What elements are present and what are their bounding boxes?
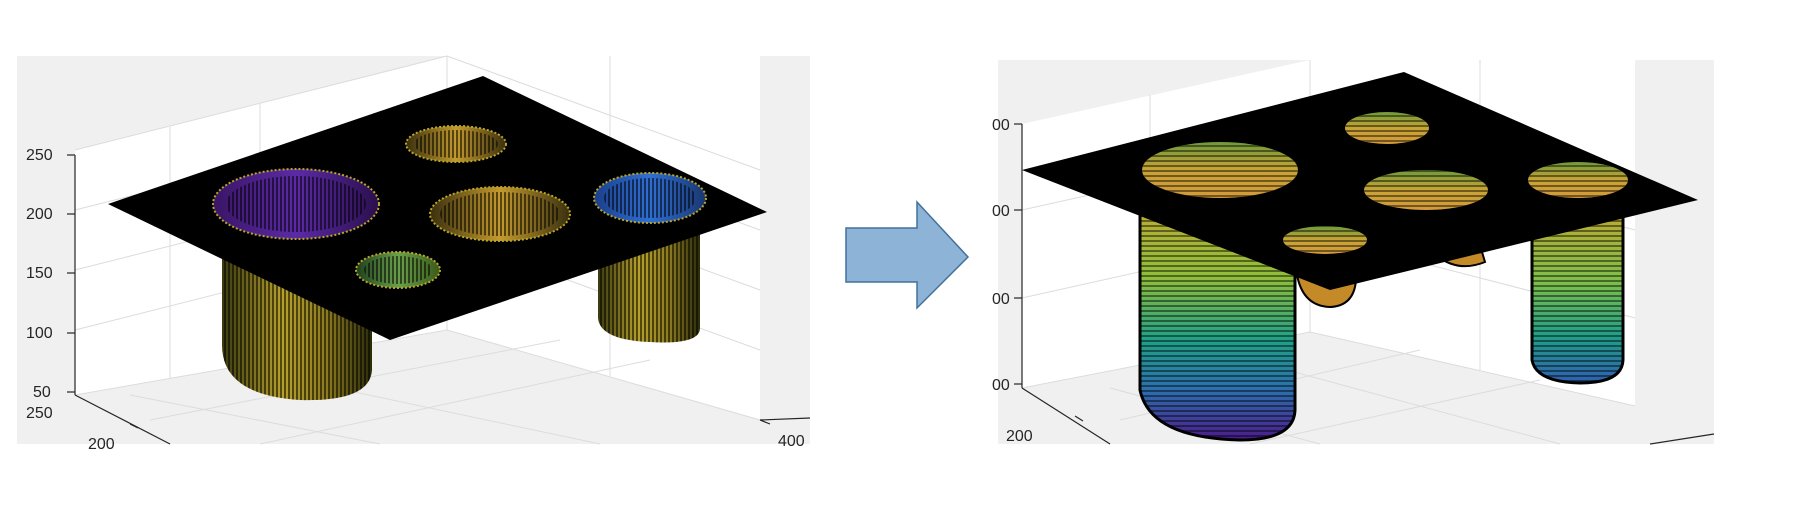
left-hole-center-stripes	[440, 192, 560, 236]
left-y-tick-label: 200	[88, 436, 115, 453]
left-z-tick-marks	[67, 154, 771, 429]
left-z-tick-label: 200	[26, 206, 53, 223]
right-hole-large-stripes	[1142, 142, 1298, 198]
right-y-tick-label: 200	[1006, 428, 1033, 445]
right-hole-center-stripes	[1364, 170, 1488, 210]
right-z-tick-label: 00	[992, 117, 1010, 134]
left-y-axis	[74, 394, 171, 445]
left-x-tick-label: 400	[778, 433, 805, 450]
right-hole-top-stripes	[1345, 112, 1429, 144]
right-well-right-stripes	[1532, 200, 1623, 383]
left-surface-holes	[212, 125, 707, 289]
right-panel: 00 00 00 00 200	[992, 60, 1715, 445]
left-z-tick-label: 50	[33, 384, 51, 401]
left-z-tick-label: 150	[26, 265, 53, 282]
right-z-tick-label: 00	[992, 203, 1010, 220]
right-y-axis	[1021, 387, 1111, 445]
left-y-tick-labels: 250 200	[26, 405, 115, 453]
left-z-tick-label: 100	[26, 325, 53, 342]
right-hole-right-stripes	[1528, 162, 1628, 198]
left-hole-blue-stripes	[604, 178, 696, 218]
left-z-tick-label: 250	[26, 147, 53, 164]
right-z-tick-labels: 00 00 00 00	[992, 117, 1010, 394]
right-surface-plate	[1022, 72, 1698, 290]
left-x-axis	[759, 417, 811, 421]
left-hole-purple-stripes	[226, 176, 366, 232]
right-z-tick-label: 00	[992, 377, 1010, 394]
right-hole-small-stripes	[1283, 226, 1367, 254]
left-hole-green-stripes	[364, 256, 432, 284]
right-z-tick-marks	[1014, 123, 1084, 422]
left-y-tick-label: 250	[26, 405, 53, 422]
left-hole-top-stripes	[414, 130, 498, 158]
left-panel: 250 200 150 100 50 250 200 400	[17, 55, 811, 453]
right-x-axis	[1649, 433, 1715, 445]
right-z-tick-label: 00	[992, 291, 1010, 308]
left-z-tick-labels: 250 200 150 100 50	[26, 147, 53, 401]
right-arrow-icon	[845, 200, 970, 310]
right-surface-holes	[1142, 112, 1628, 254]
